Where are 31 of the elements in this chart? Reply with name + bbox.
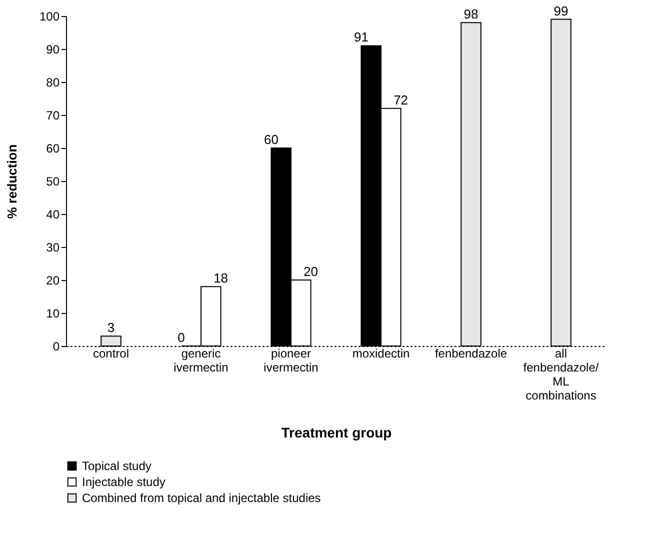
y-tick-label: 10 [46,306,60,320]
data-label: 60 [264,132,278,147]
data-label: 20 [304,264,318,279]
legend-label: Combined from topical and injectable studies [82,491,321,505]
x-tick-label: all fenbendazole/ ML combinations [523,346,600,402]
data-label: 98 [464,6,478,22]
y-tick-label: 40 [46,208,60,222]
y-tick-label: 50 [46,174,60,188]
y-tick-label: 60 [46,142,60,156]
y-tick-label: 20 [46,274,60,288]
y-tick-label: 0 [52,340,60,354]
x-tick-label: generic ivermectin [174,346,228,374]
data-label: 18 [214,270,228,286]
legend-label: Topical study [82,459,152,473]
y-tick-label: 30 [46,240,60,254]
data-label: 72 [394,92,408,108]
data-label: 91 [354,30,368,45]
data-label: 99 [554,3,568,18]
x-tick-label: fenbendazole [434,346,508,360]
legend-label: Injectable study [82,475,166,489]
y-tick-label: 70 [46,108,60,122]
y-tick-label: 80 [46,76,60,90]
x-tick-label: control [92,346,130,360]
y-axis-title: % reduction [4,144,20,219]
data-label: 0 [178,330,185,345]
x-tick-label: pioneer ivermectin [264,346,318,374]
x-tick-label: moxidectin [352,346,410,360]
x-axis-title: Treatment group [281,424,392,440]
y-tick-label: 90 [46,42,60,56]
y-tick-label: 100 [39,10,60,24]
data-label: 3 [107,320,115,336]
